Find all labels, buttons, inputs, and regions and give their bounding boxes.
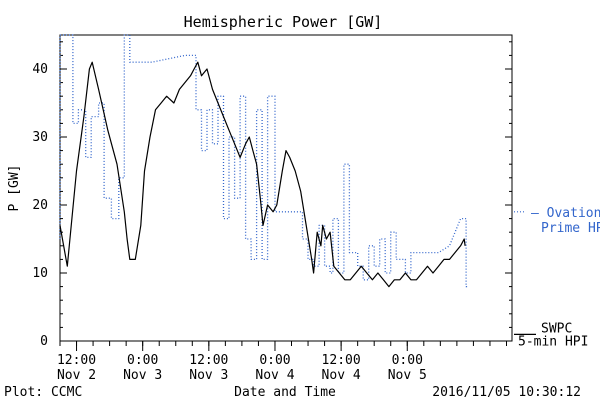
x-tick-date-label: Nov 3 — [123, 368, 162, 383]
x-tick-label: 12:00 — [189, 353, 228, 368]
swpc-series-label: 5-min HPI — [518, 334, 588, 349]
x-tick-date-label: Nov 3 — [189, 368, 228, 383]
x-tick-label: 0:00 — [392, 353, 423, 368]
x-tick-date-label: Nov 2 — [57, 368, 96, 383]
y-axis-label: P [GW] — [7, 165, 22, 212]
plot-timestamp: 2016/11/05 10:30:12 — [432, 385, 581, 400]
y-tick-label: 10 — [32, 266, 48, 281]
x-tick-label: 12:00 — [322, 353, 361, 368]
plot-credit: Plot: CCMC — [4, 385, 82, 400]
series-layer — [59, 34, 468, 288]
x-tick-date-label: Nov 4 — [255, 368, 294, 383]
x-tick-label: 0:00 — [127, 353, 158, 368]
x-tick-label: 12:00 — [57, 353, 96, 368]
y-tick-label: 40 — [32, 62, 48, 77]
ovation-series-label: – Ovation — [531, 206, 600, 221]
y-tick-label: 20 — [32, 198, 48, 213]
y-tick-label: 30 — [32, 130, 48, 145]
x-tick-date-label: Nov 4 — [322, 368, 361, 383]
swpc-series-line — [59, 61, 466, 288]
swpc-series-label: SWPC — [541, 321, 572, 336]
x-tick-date-label: Nov 5 — [388, 368, 427, 383]
y-axis-ticks: 0 10 20 30 40 — [32, 41, 512, 349]
x-axis-label: Date and Time — [234, 385, 336, 400]
chart-title: Hemispheric Power [GW] — [184, 13, 383, 31]
ovation-series-label: Prime HPI — [541, 221, 600, 236]
ovation-prime-series-line — [59, 34, 468, 288]
plot-area-frame — [59, 34, 513, 342]
y-tick-label: 0 — [40, 334, 48, 349]
x-tick-label: 0:00 — [259, 353, 290, 368]
legend: – Ovation Prime HPI SWPC 5-min HPI — [514, 206, 600, 349]
